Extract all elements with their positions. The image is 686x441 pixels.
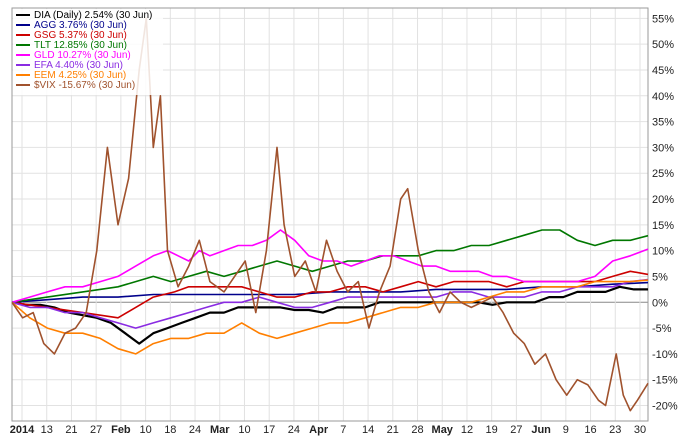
- legend-label: GSG 5.37% (30 Jun): [34, 30, 127, 41]
- x-tick-label: 30: [634, 424, 646, 436]
- series-line-3: [11, 229, 649, 304]
- legend-label: AGG 3.76% (30 Jun): [34, 20, 127, 31]
- legend: DIA (Daily) 2.54% (30 Jun)AGG 3.76% (30 …: [13, 9, 163, 95]
- legend-label: $VIX -15.67% (30 Jun): [34, 80, 135, 91]
- x-tick-label: 9: [563, 424, 569, 436]
- y-tick-label: 5%: [652, 271, 668, 283]
- x-tick-label: 13: [41, 424, 53, 436]
- y-tick-label: 0%: [652, 297, 668, 309]
- y-tick-label: 15%: [652, 220, 674, 232]
- x-tick-label: 21: [65, 424, 77, 436]
- x-axis: 2014 13 21 27 Feb 10 18 24 Mar 10 17 24 Apr 7 14 21 28 Ma…: [10, 424, 646, 436]
- x-tick-label: 21: [387, 424, 399, 436]
- x-tick-label: Apr: [309, 424, 329, 436]
- y-tick-label: -20%: [652, 401, 678, 413]
- x-tick-label: 18: [164, 424, 176, 436]
- x-tick-label: 14: [362, 424, 374, 436]
- x-tick-label: 17: [263, 424, 275, 436]
- x-tick-label: 16: [584, 424, 596, 436]
- y-tick-label: -10%: [652, 349, 678, 361]
- series-group: [11, 17, 649, 412]
- series-line-0: [11, 285, 648, 345]
- x-tick-label: Feb: [111, 424, 131, 436]
- y-tick-label: -15%: [652, 375, 678, 387]
- legend-label: EEM 4.25% (30 Jun): [34, 70, 126, 81]
- grid: [12, 8, 648, 421]
- x-tick-label: Mar: [210, 424, 230, 436]
- y-tick-label: 25%: [652, 168, 674, 180]
- y-tick-label: 45%: [652, 65, 674, 77]
- y-tick-label: -5%: [652, 323, 672, 335]
- series-line-6: [11, 279, 649, 355]
- legend-label: TLT 12.85% (30 Jun): [34, 40, 127, 51]
- legend-label: GLD 10.27% (30 Jun): [34, 50, 131, 61]
- y-tick-label: 20%: [652, 194, 674, 206]
- x-tick-label: Jun: [531, 424, 551, 436]
- y-axis: 55% 50% 45% 40% 35% 30% 25% 20% 15% 10% 5% 0% -5% -10…: [652, 13, 678, 412]
- x-tick-label: 27: [90, 424, 102, 436]
- x-tick-label: 19: [486, 424, 498, 436]
- legend-background: [13, 9, 163, 95]
- series-line-5: [11, 278, 649, 329]
- y-tick-label: 35%: [652, 117, 674, 129]
- x-tick-label: 28: [411, 424, 423, 436]
- x-tick-label: 23: [609, 424, 621, 436]
- x-tick-label: 24: [288, 424, 300, 436]
- legend-label: EFA 4.40% (30 Jun): [34, 60, 123, 71]
- x-tick-label: 12: [461, 424, 473, 436]
- x-tick-label: May: [432, 424, 454, 436]
- x-tick-label: 10: [139, 424, 151, 436]
- y-tick-label: 50%: [652, 39, 674, 51]
- x-tick-label: 2014: [10, 424, 35, 436]
- y-tick-label: 40%: [652, 91, 674, 103]
- x-tick-label: 27: [510, 424, 522, 436]
- y-tick-label: 55%: [652, 13, 674, 25]
- series-line-7: [11, 17, 649, 412]
- y-tick-label: 10%: [652, 246, 674, 258]
- x-tick-label: 24: [189, 424, 201, 436]
- x-tick-label: 10: [238, 424, 250, 436]
- plot-frame: [11, 7, 649, 422]
- y-tick-label: 30%: [652, 142, 674, 154]
- x-tick-label: 7: [340, 424, 346, 436]
- legend-label: DIA (Daily) 2.54% (30 Jun): [34, 10, 152, 21]
